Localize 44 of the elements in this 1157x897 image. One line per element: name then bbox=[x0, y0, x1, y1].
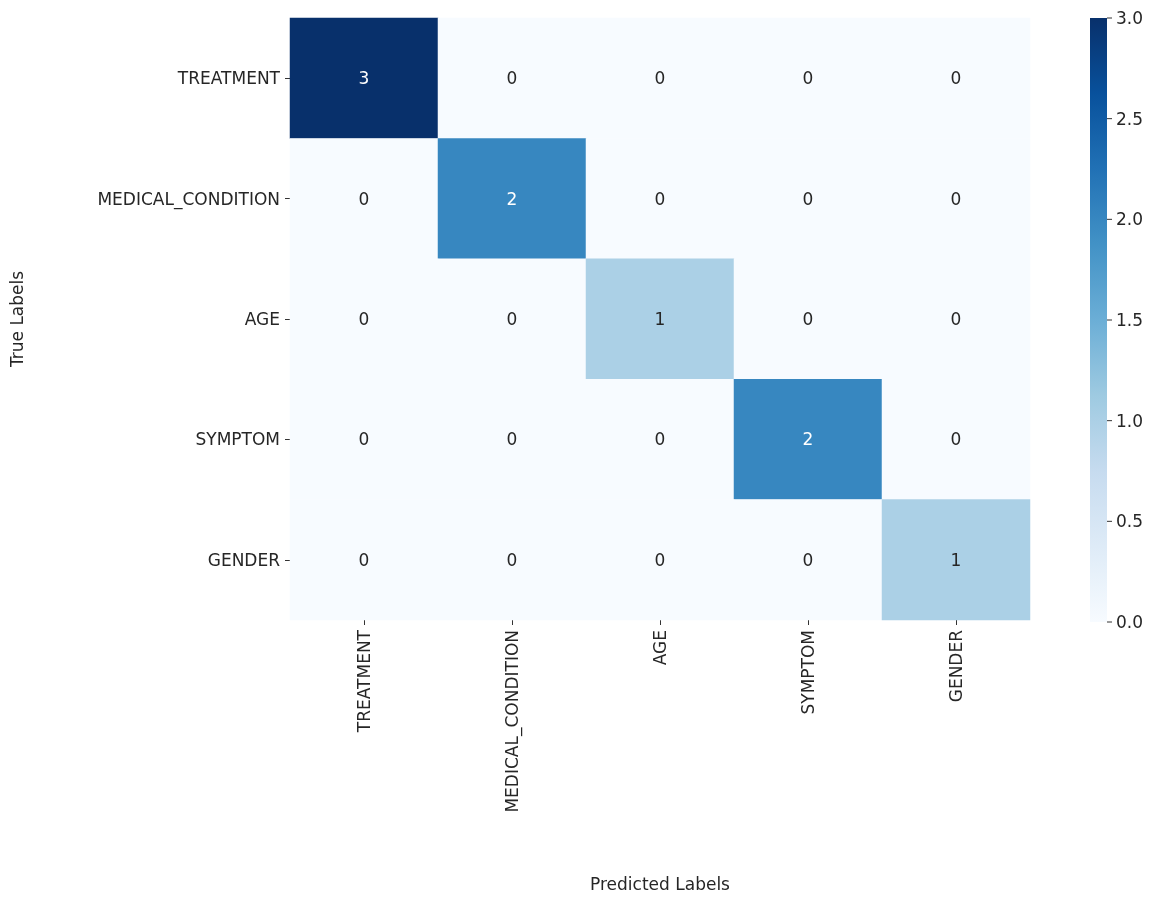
color-bar-label: 2.0 bbox=[1116, 209, 1144, 230]
color-bar-label: 3.0 bbox=[1116, 8, 1144, 28]
data-label: 0 bbox=[506, 429, 518, 450]
data-label: 0 bbox=[654, 549, 666, 570]
data-label: 0 bbox=[950, 188, 962, 209]
y-tick-label: SYMPTOM bbox=[195, 429, 280, 450]
data-label: 0 bbox=[358, 429, 370, 450]
x-tick-label: TREATMENT bbox=[354, 629, 374, 734]
y-axis-title: True Labels bbox=[6, 270, 27, 369]
y-tick-label: GENDER bbox=[207, 549, 281, 570]
data-label: 1 bbox=[950, 549, 962, 570]
color-bar-label: 1.0 bbox=[1116, 410, 1144, 431]
data-label: 0 bbox=[358, 309, 370, 329]
y-tick-label: MEDICAL_CONDITION bbox=[97, 188, 280, 210]
data-label: 0 bbox=[802, 188, 814, 209]
data-label: 1 bbox=[654, 309, 666, 329]
data-label: 0 bbox=[802, 309, 814, 329]
x-tick-label: AGE bbox=[650, 630, 670, 666]
data-label: 2 bbox=[506, 188, 518, 209]
data-label: 0 bbox=[950, 68, 962, 89]
x-axis-title: Predicted Labels bbox=[590, 873, 731, 894]
data-label: 0 bbox=[506, 68, 518, 89]
x-tick-label: SYMPTOM bbox=[798, 630, 818, 715]
data-label: 0 bbox=[358, 188, 370, 209]
x-tick-label: MEDICAL_CONDITION bbox=[502, 630, 523, 813]
data-label: 0 bbox=[506, 549, 518, 570]
data-label: 0 bbox=[950, 309, 962, 329]
data-label: 0 bbox=[950, 429, 962, 450]
data-label: 2 bbox=[802, 429, 814, 450]
data-label: 3 bbox=[358, 68, 370, 89]
color-bar-label: 1.5 bbox=[1116, 310, 1144, 330]
data-label: 0 bbox=[654, 429, 666, 450]
color-bar-label: 2.5 bbox=[1116, 108, 1144, 129]
data-label: 0 bbox=[802, 68, 814, 89]
data-label: 0 bbox=[802, 549, 814, 570]
data-label: 0 bbox=[506, 309, 518, 329]
y-tick-label: AGE bbox=[244, 309, 280, 329]
color-bar-label: 0.0 bbox=[1116, 612, 1144, 632]
data-label: 0 bbox=[654, 188, 666, 209]
data-label: 0 bbox=[654, 68, 666, 89]
color-bar-label: 0.5 bbox=[1116, 511, 1144, 532]
x-tick-label: GENDER bbox=[946, 629, 966, 703]
data-label: 0 bbox=[358, 549, 370, 570]
y-tick-label: TREATMENT bbox=[176, 68, 281, 89]
